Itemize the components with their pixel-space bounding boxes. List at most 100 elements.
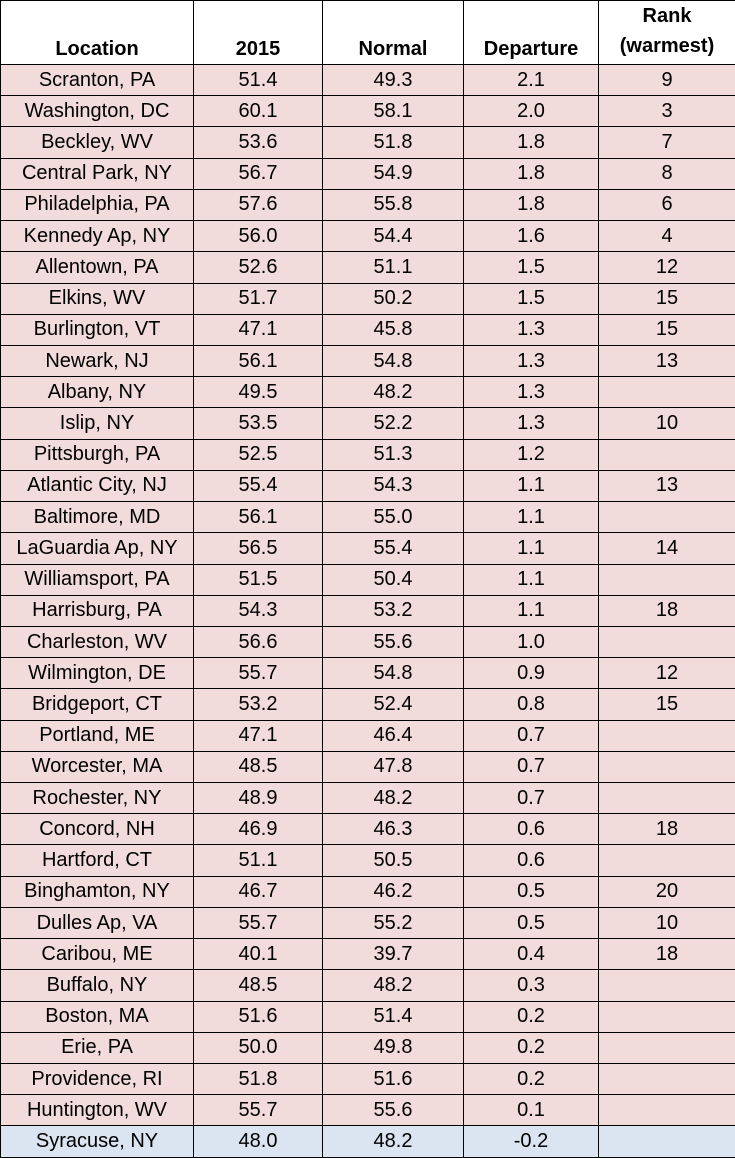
table-cell: 18 xyxy=(598,813,735,846)
table-cell: 20 xyxy=(598,875,735,908)
table-cell: 0.7 xyxy=(463,719,599,752)
table-cell: 48.0 xyxy=(193,1125,323,1158)
header-row: Location 2015 Normal Departure Rank (war… xyxy=(0,0,735,65)
table-cell: 0.9 xyxy=(463,657,599,690)
table-row: Erie, PA 50.0 49.8 0.2 xyxy=(0,1031,735,1065)
table-cell: 0.5 xyxy=(463,875,599,908)
table-row: LaGuardia Ap, NY 56.5 55.4 1.1 14 xyxy=(0,532,735,565)
table-row: Caribou, ME 40.1 39.7 0.4 18 xyxy=(0,938,735,971)
table-row: Williamsport, PA 51.5 50.4 1.1 xyxy=(0,563,735,596)
table-cell: 48.5 xyxy=(193,750,323,784)
table-cell: 48.2 xyxy=(322,782,464,815)
table-cell: 55.0 xyxy=(322,501,464,534)
table-cell: Scranton, PA xyxy=(0,63,194,97)
table-cell: Concord, NH xyxy=(0,813,194,846)
table-cell: 51.5 xyxy=(193,563,323,596)
table-cell: 46.7 xyxy=(193,875,323,908)
table-cell: Burlington, VT xyxy=(0,313,194,346)
table-cell: 50.5 xyxy=(322,844,464,877)
table-row: Bridgeport, CT 53.2 52.4 0.8 15 xyxy=(0,688,735,721)
table-cell: 1.5 xyxy=(463,282,599,315)
table-header: Location 2015 Normal Departure Rank (war… xyxy=(0,0,735,65)
table-cell: 0.7 xyxy=(463,782,599,815)
table-cell: Philadelphia, PA xyxy=(0,188,194,222)
table-cell: 0.2 xyxy=(463,1000,599,1033)
table-cell: 53.6 xyxy=(193,126,323,159)
table-cell: 1.1 xyxy=(463,563,599,596)
table-cell: Kennedy Ap, NY xyxy=(0,220,194,253)
table-cell: Rochester, NY xyxy=(0,782,194,815)
table-cell: 8 xyxy=(598,157,735,190)
table-cell: Caribou, ME xyxy=(0,938,194,971)
table-cell: 0.6 xyxy=(463,844,599,877)
table-cell: 46.2 xyxy=(322,875,464,908)
table-cell: 51.4 xyxy=(193,63,323,97)
table-cell: 56.1 xyxy=(193,344,323,378)
table-cell: 0.2 xyxy=(463,1062,599,1096)
table-cell: 52.4 xyxy=(322,688,464,721)
table-cell: 51.3 xyxy=(322,438,464,471)
table-cell: 6 xyxy=(598,188,735,222)
table-cell: 51.6 xyxy=(193,1000,323,1033)
table-cell: 39.7 xyxy=(322,938,464,971)
table-row: Dulles Ap, VA 55.7 55.2 0.5 10 xyxy=(0,906,735,940)
table-cell: 18 xyxy=(598,594,735,627)
table-cell: 0.7 xyxy=(463,750,599,784)
table-row: Harrisburg, PA 54.3 53.2 1.1 18 xyxy=(0,594,735,627)
table-cell: 46.4 xyxy=(322,719,464,752)
table-cell: 1.1 xyxy=(463,469,599,503)
table-cell: 51.6 xyxy=(322,1062,464,1096)
table-cell: 47.1 xyxy=(193,313,323,346)
table-cell: 1.8 xyxy=(463,126,599,159)
table-cell xyxy=(598,719,735,752)
table-cell xyxy=(598,1000,735,1033)
table-row: Central Park, NY 56.7 54.9 1.8 8 xyxy=(0,157,735,190)
table-row: Charleston, WV 56.6 55.6 1.0 xyxy=(0,625,735,659)
table-cell: Wilmington, DE xyxy=(0,657,194,690)
table-cell: 46.3 xyxy=(322,813,464,846)
table-cell xyxy=(598,1062,735,1096)
table-cell: Pittsburgh, PA xyxy=(0,438,194,471)
table-cell: 12 xyxy=(598,251,735,284)
table-cell xyxy=(598,376,735,409)
table-cell: 54.4 xyxy=(322,220,464,253)
table-cell: Beckley, WV xyxy=(0,126,194,159)
table-cell xyxy=(598,750,735,784)
table-cell: 3 xyxy=(598,95,735,128)
table-cell: 51.1 xyxy=(322,251,464,284)
table-cell: 2.0 xyxy=(463,95,599,128)
table-cell: 55.4 xyxy=(193,469,323,503)
table-cell: 55.6 xyxy=(322,625,464,659)
table-cell: 49.8 xyxy=(322,1031,464,1065)
table-cell: 1.5 xyxy=(463,251,599,284)
table-row: Binghamton, NY 46.7 46.2 0.5 20 xyxy=(0,875,735,908)
table-cell: -0.2 xyxy=(463,1125,599,1158)
header-cell: 2015 xyxy=(193,0,323,65)
table-row: Elkins, WV 51.7 50.2 1.5 15 xyxy=(0,282,735,315)
table-cell: 40.1 xyxy=(193,938,323,971)
header-cell: Location xyxy=(0,0,194,65)
table-cell: 0.8 xyxy=(463,688,599,721)
table-row: Scranton, PA 51.4 49.3 2.1 9 xyxy=(0,63,735,97)
table-cell: 56.7 xyxy=(193,157,323,190)
table-cell: 46.9 xyxy=(193,813,323,846)
table-cell: 1.3 xyxy=(463,407,599,440)
table-row: Rochester, NY 48.9 48.2 0.7 xyxy=(0,782,735,815)
table-cell: 51.1 xyxy=(193,844,323,877)
table-cell: 54.3 xyxy=(193,594,323,627)
table-row: Portland, ME 47.1 46.4 0.7 xyxy=(0,719,735,752)
table-cell: 56.0 xyxy=(193,220,323,253)
table-cell: 1.1 xyxy=(463,501,599,534)
table-cell: Syracuse, NY xyxy=(0,1125,194,1158)
table-cell: 0.4 xyxy=(463,938,599,971)
table-cell: 1.3 xyxy=(463,376,599,409)
table-row: Albany, NY 49.5 48.2 1.3 xyxy=(0,376,735,409)
table-body: Scranton, PA 51.4 49.3 2.1 9 Washington, DC 60… xyxy=(0,63,735,1158)
table-cell: Worcester, MA xyxy=(0,750,194,784)
table-cell: 51.4 xyxy=(322,1000,464,1033)
table-cell: 2.1 xyxy=(463,63,599,97)
table-cell: 54.8 xyxy=(322,657,464,690)
table-cell: 1.8 xyxy=(463,188,599,222)
table-cell: LaGuardia Ap, NY xyxy=(0,532,194,565)
